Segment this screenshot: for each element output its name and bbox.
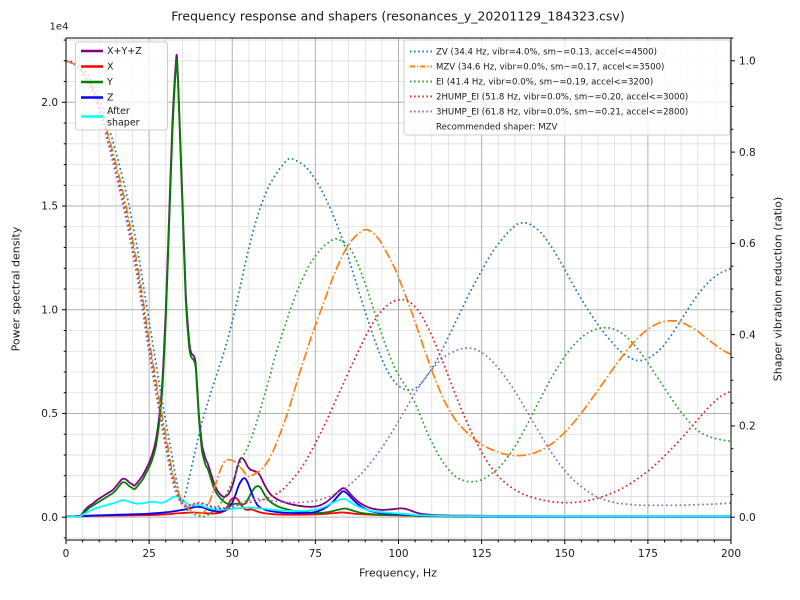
chart-title: Frequency response and shapers (resonanc…	[171, 8, 625, 24]
x-tick-label: 75	[309, 548, 322, 560]
y-right-tick-label: 0.0	[739, 512, 756, 524]
y-axis-label-left: Power spectral density	[9, 226, 23, 352]
x-axis-label: Frequency, Hz	[359, 566, 437, 580]
legend-item-label: MZV (34.6 Hz, vibr=0.0%, sm~=0.17, accel…	[436, 63, 664, 73]
psd-curve-X+Y+Z	[66, 53, 731, 518]
x-tick-label: 175	[638, 548, 658, 560]
y-left-tick-label: 1.0	[41, 304, 58, 316]
psd-curve-After-shaper	[66, 495, 731, 518]
psd-curve-Y	[66, 58, 731, 518]
legend-recommended-note: Recommended shaper: MZV	[436, 123, 558, 133]
y-right-tick-label: 0.8	[739, 147, 756, 159]
y-left-tick-label: 2.0	[41, 97, 58, 109]
x-tick-label: 0	[63, 548, 70, 560]
psd-curves	[66, 53, 731, 518]
x-tick-label: 200	[721, 548, 741, 560]
legend-item-label: EI (41.4 Hz, vibr=0.0%, sm~=0.19, accel<…	[436, 78, 653, 88]
y-right-tick-label: 0.6	[739, 238, 756, 250]
y-axis-offset-text: 1e4	[49, 21, 69, 33]
y-right-tick-label: 1.0	[739, 56, 756, 68]
x-tick-label: 25	[142, 548, 155, 560]
y-left-tick-label: 1.5	[41, 201, 58, 213]
y-left-tick-label: 0.0	[41, 512, 58, 524]
legend-item-label: Z	[107, 93, 114, 104]
shaper-curve-MZV	[66, 60, 731, 515]
legend-item-label: Y	[106, 77, 113, 88]
legend-right: ZV (34.4 Hz, vibr=4.0%, sm~=0.13, accel<…	[403, 39, 731, 136]
shaper-curves	[66, 59, 731, 518]
x-tick-label: 125	[472, 548, 492, 560]
legend-item-label: shaper	[107, 117, 140, 128]
legend-item-label: X	[107, 62, 114, 73]
y-axis-label-right: Shaper vibration reduction (ratio)	[771, 196, 785, 382]
tick-labels: 0 25 50 75 100 125 150 175 200 0.0 0.5 1.0 1.5 2.0 0.0…	[41, 56, 756, 560]
axis-ticks	[62, 37, 735, 544]
shaper-curve-EI	[66, 60, 731, 518]
legend-frame	[75, 41, 168, 131]
x-tick-label: 150	[555, 548, 575, 560]
x-tick-label: 100	[388, 548, 408, 560]
legend-item-label: After	[107, 106, 130, 117]
x-tick-label: 50	[226, 548, 239, 560]
legend-frame	[403, 39, 731, 136]
y-left-tick-label: 0.5	[41, 408, 58, 420]
legend-item-label: X+Y+Z	[107, 46, 142, 57]
y-right-tick-label: 0.2	[739, 421, 756, 433]
legend-item-label: 3HUMP_EI (61.8 Hz, vibr=0.0%, sm~=0.21, …	[436, 108, 688, 118]
legend-item-label: 2HUMP_EI (51.8 Hz, vibr=0.0%, sm~=0.20, …	[436, 93, 688, 103]
y-right-tick-label: 0.4	[739, 329, 756, 341]
legend-item-label: ZV (34.4 Hz, vibr=4.0%, sm~=0.13, accel<…	[436, 48, 657, 58]
